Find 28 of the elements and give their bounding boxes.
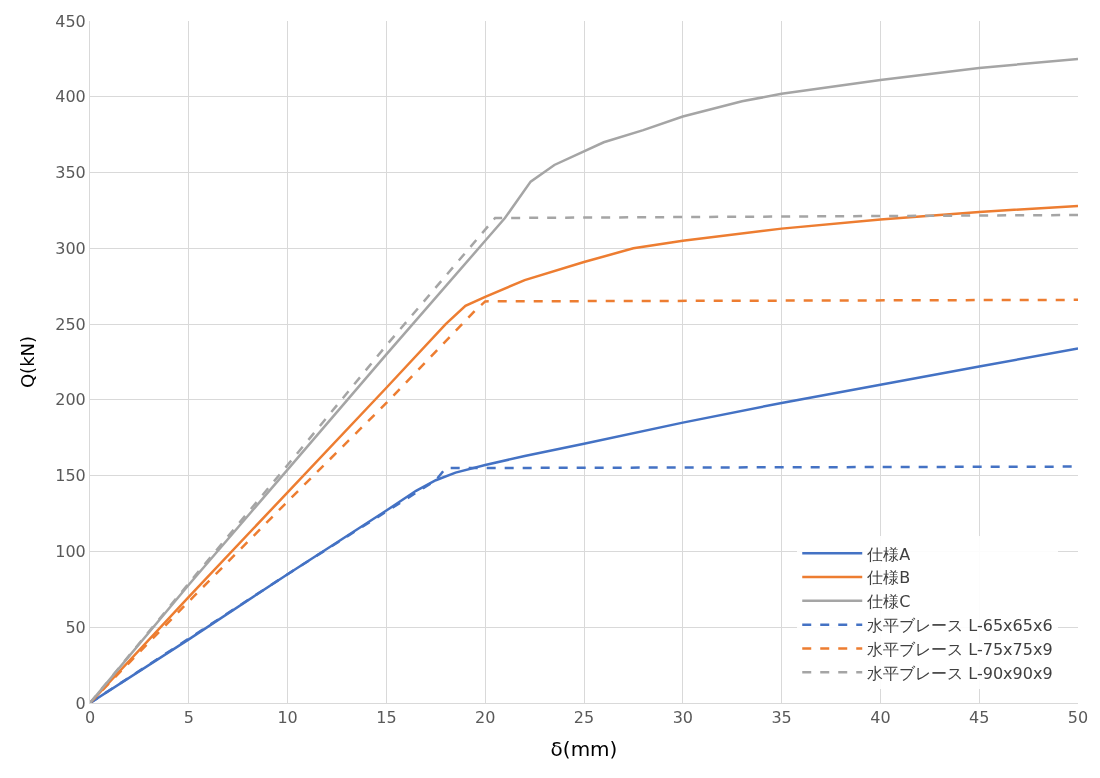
y-tick-label: 100 [55, 542, 86, 562]
x-tick-label: 25 [573, 708, 595, 728]
legend-label: 仕様C [866, 592, 911, 612]
legend-label: 水平ブレース L-65x65x6 [867, 615, 1053, 635]
x-tick-label: 15 [376, 708, 397, 728]
legend-label: 仕様A [866, 544, 911, 564]
x-tick-label: 45 [969, 708, 990, 728]
x-tick-label: 20 [475, 708, 496, 728]
x-tick-label: 35 [771, 708, 792, 728]
y-tick-label: 50 [65, 617, 86, 637]
y-axis-title: Q(kN) [17, 335, 39, 389]
y-tick-label: 150 [55, 466, 86, 486]
y-tick-label: 450 [55, 11, 86, 31]
x-axis-title: δ(mm) [550, 736, 618, 761]
x-tick-label: 30 [672, 708, 693, 728]
x-tick-label: 40 [870, 708, 891, 728]
legend-label: 水平ブレース L-75x75x9 [867, 639, 1053, 659]
x-tick-label: 10 [277, 708, 298, 728]
y-tick-label: 200 [55, 390, 86, 410]
y-tick-label: 0 [75, 693, 86, 713]
y-tick-label: 250 [55, 314, 86, 334]
y-tick-label: 300 [55, 238, 86, 258]
x-tick-label: 50 [1067, 708, 1089, 728]
legend-label: 仕様B [866, 568, 911, 588]
y-tick-label: 350 [55, 163, 86, 183]
x-tick-label: 5 [183, 708, 194, 728]
legend-label: 水平ブレース L-90x90x9 [867, 663, 1053, 683]
y-tick-label: 400 [55, 87, 86, 107]
